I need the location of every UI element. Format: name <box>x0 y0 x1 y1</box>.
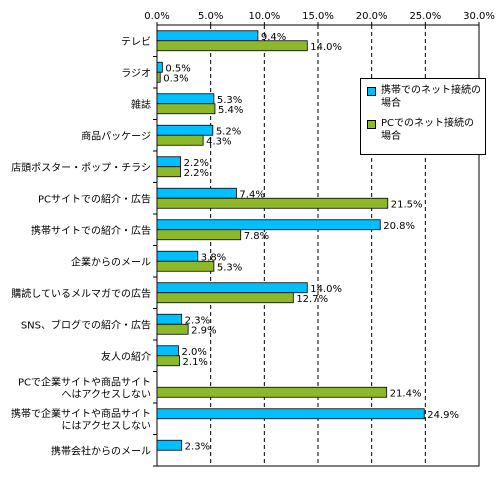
bar <box>156 103 216 115</box>
data-label: 2.1% <box>183 357 208 368</box>
category-label: SNS、ブログでの紹介・広告 <box>21 318 151 331</box>
bar <box>156 156 182 168</box>
data-label: 21.5% <box>391 199 423 210</box>
x-tick-label: 10.0% <box>248 11 280 22</box>
category-label: 商品パッケージ <box>81 129 151 142</box>
bar <box>156 166 182 178</box>
data-label: 3.8% <box>201 252 226 263</box>
category-label: PCで企業サイトや商品サイト <box>18 375 151 388</box>
bar <box>156 197 389 209</box>
bar <box>156 439 183 451</box>
data-label: 5.4% <box>218 105 243 116</box>
category-label: 企業からのメール <box>71 255 151 268</box>
bar <box>156 345 179 357</box>
bar <box>156 323 189 335</box>
data-label: 2.0% <box>181 347 206 358</box>
data-label: 9.4% <box>261 32 286 43</box>
bar <box>156 134 204 146</box>
legend-swatch-pc <box>367 120 376 129</box>
bar <box>156 282 308 294</box>
data-label: 5.3% <box>217 262 242 273</box>
data-label: 21.4% <box>390 388 422 399</box>
data-label: 2.3% <box>185 315 210 326</box>
data-label: 14.0% <box>310 42 342 53</box>
x-tick-label: 30.0% <box>463 11 495 22</box>
bar <box>156 260 215 272</box>
category-label: へはアクセスしない <box>62 388 152 400</box>
data-label: 2.2% <box>184 158 209 169</box>
category-label: ラジオ <box>121 67 151 79</box>
data-label: 20.8% <box>383 221 415 232</box>
legend-label-mobile: 携帯でのネット接続の場合 <box>381 85 481 109</box>
data-label: 5.3% <box>217 95 242 106</box>
x-tick-label: 0.0% <box>144 11 169 22</box>
legend-swatch-mobile <box>367 87 376 96</box>
bar <box>156 93 215 105</box>
data-label: 2.9% <box>191 325 216 336</box>
category-label: テレビ <box>121 36 151 48</box>
data-label: 4.3% <box>206 136 231 147</box>
bar <box>156 386 388 398</box>
data-label: 2.2% <box>184 168 209 179</box>
bar <box>156 30 259 42</box>
bar <box>156 71 161 83</box>
data-label: 12.7% <box>296 294 328 305</box>
legend: 携帯でのネット接続の場合 PCでのネット接続の場合 <box>360 78 486 155</box>
bar <box>156 187 237 199</box>
x-tick-label: 15.0% <box>302 11 334 22</box>
category-label: 携帯サイトでの紹介・広告 <box>31 224 151 237</box>
data-label: 2.3% <box>185 441 210 452</box>
bar <box>156 250 199 262</box>
data-label: 7.4% <box>239 189 264 200</box>
bar <box>156 355 180 367</box>
data-label: 5.2% <box>216 126 241 137</box>
bar <box>156 40 308 52</box>
category-label: 友人の紹介 <box>101 350 151 363</box>
legend-item-pc: PCでのネット接続の場合 <box>367 117 481 143</box>
category-label: 購読しているメルマガでの広告 <box>11 287 151 300</box>
category-label: にはアクセスしない <box>62 420 152 432</box>
data-label: 7.8% <box>244 231 269 242</box>
bar <box>156 124 214 136</box>
data-label: 14.0% <box>310 284 342 295</box>
legend-label-pc: PCでのネット接続の場合 <box>381 118 475 142</box>
data-label: 0.5% <box>165 63 190 74</box>
bar <box>156 229 242 241</box>
category-label: PCサイトでの紹介・広告 <box>38 192 151 205</box>
category-label: 雑誌 <box>131 98 151 111</box>
category-label: 携帯で企業サイトや商品サイト <box>11 407 151 420</box>
bar <box>156 313 183 325</box>
x-tick-label: 5.0% <box>198 11 223 22</box>
category-label: 携帯会社からのメール <box>51 444 151 457</box>
data-label: 24.9% <box>427 410 459 421</box>
bar <box>156 408 425 420</box>
bar <box>156 219 381 231</box>
bar <box>156 61 163 73</box>
x-tick-label: 20.0% <box>356 11 388 22</box>
category-label: 店頭ポスター・ポップ・チラシ <box>11 161 151 174</box>
legend-item-mobile: 携帯でのネット接続の場合 <box>367 84 481 110</box>
data-label: 0.3% <box>163 73 188 84</box>
x-tick-label: 25.0% <box>409 11 441 22</box>
bar <box>156 292 294 304</box>
